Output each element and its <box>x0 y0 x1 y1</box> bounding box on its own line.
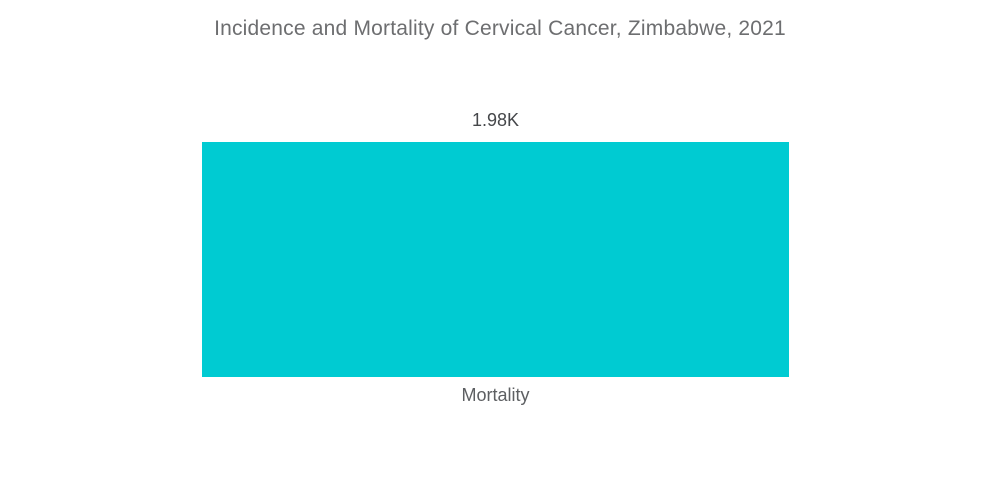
plot-area <box>202 142 789 377</box>
x-axis-category-label-mortality: Mortality <box>461 385 530 405</box>
bar-mortality <box>202 142 789 377</box>
chart-title: Incidence and Mortality of Cervical Canc… <box>214 17 786 40</box>
bar-value-label: 1.98K <box>471 110 520 130</box>
